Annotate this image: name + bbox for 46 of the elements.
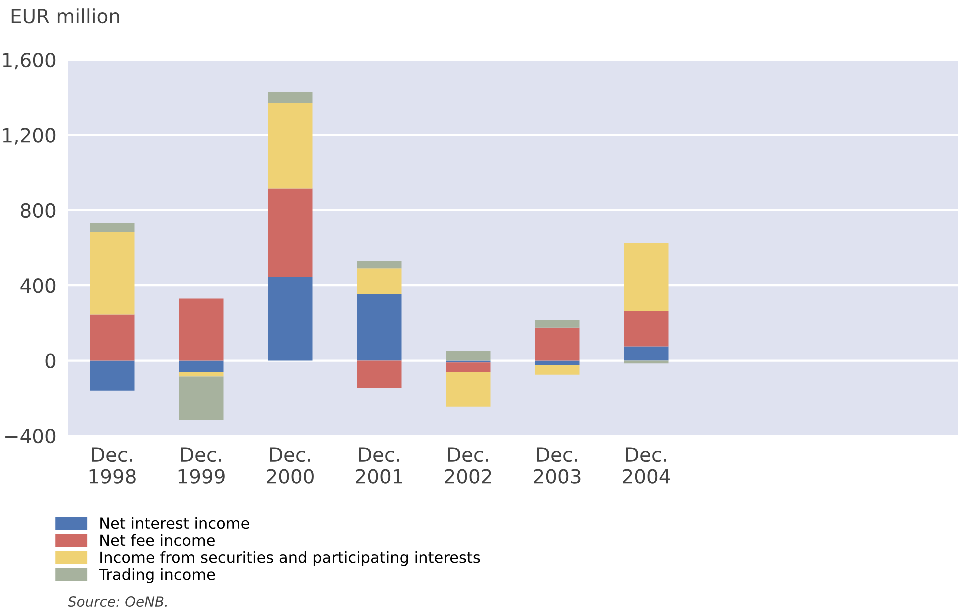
y-tick-label: 0 — [46, 354, 56, 368]
x-tick-label: Dec. 2000 — [267, 448, 314, 484]
x-tick-label: Dec. 2002 — [445, 448, 492, 484]
bar — [357, 360, 402, 388]
bar — [268, 188, 313, 278]
legend-label: Trading income — [99, 568, 216, 584]
bar — [624, 243, 669, 311]
legend-label: Net interest income — [100, 517, 250, 530]
y-axis-title: EUR million — [12, 8, 120, 24]
bar — [624, 360, 669, 364]
bar — [446, 372, 491, 407]
legend-label: Net fee income — [100, 534, 215, 546]
bar — [357, 268, 402, 294]
bar — [535, 328, 580, 361]
bar — [535, 320, 580, 328]
y-tick-label: −400 — [6, 428, 56, 444]
bar — [357, 294, 402, 361]
x-tick-label: Dec. 2001 — [356, 448, 402, 484]
source-note: Source: OeNB. — [68, 596, 168, 608]
y-tick-label: 1,600 — [3, 52, 56, 70]
x-tick-label: Dec. 1999 — [178, 448, 225, 484]
bar — [268, 277, 313, 361]
bar — [535, 366, 580, 375]
y-tick-label: 1,200 — [3, 128, 56, 145]
bar — [179, 376, 224, 420]
x-tick-label: Dec. 2003 — [534, 448, 581, 484]
bar — [179, 360, 224, 372]
bar — [90, 224, 135, 232]
bar — [179, 298, 224, 361]
bar — [624, 310, 669, 347]
bar — [268, 92, 313, 104]
bar — [90, 232, 135, 315]
x-tick-label: Dec. 1998 — [90, 448, 136, 484]
bar — [624, 346, 669, 361]
x-tick-label: Dec. 2004 — [623, 448, 670, 484]
bar — [446, 351, 491, 361]
bar — [90, 314, 135, 361]
bar — [535, 360, 580, 366]
y-tick-label: 800 — [21, 203, 56, 218]
y-tick-label: 400 — [20, 278, 56, 294]
bar — [268, 103, 313, 189]
bar — [179, 372, 224, 377]
bar — [357, 261, 402, 269]
bar — [90, 360, 135, 391]
bar — [446, 362, 491, 372]
legend-label: Income from securities and participating interests — [100, 551, 480, 566]
